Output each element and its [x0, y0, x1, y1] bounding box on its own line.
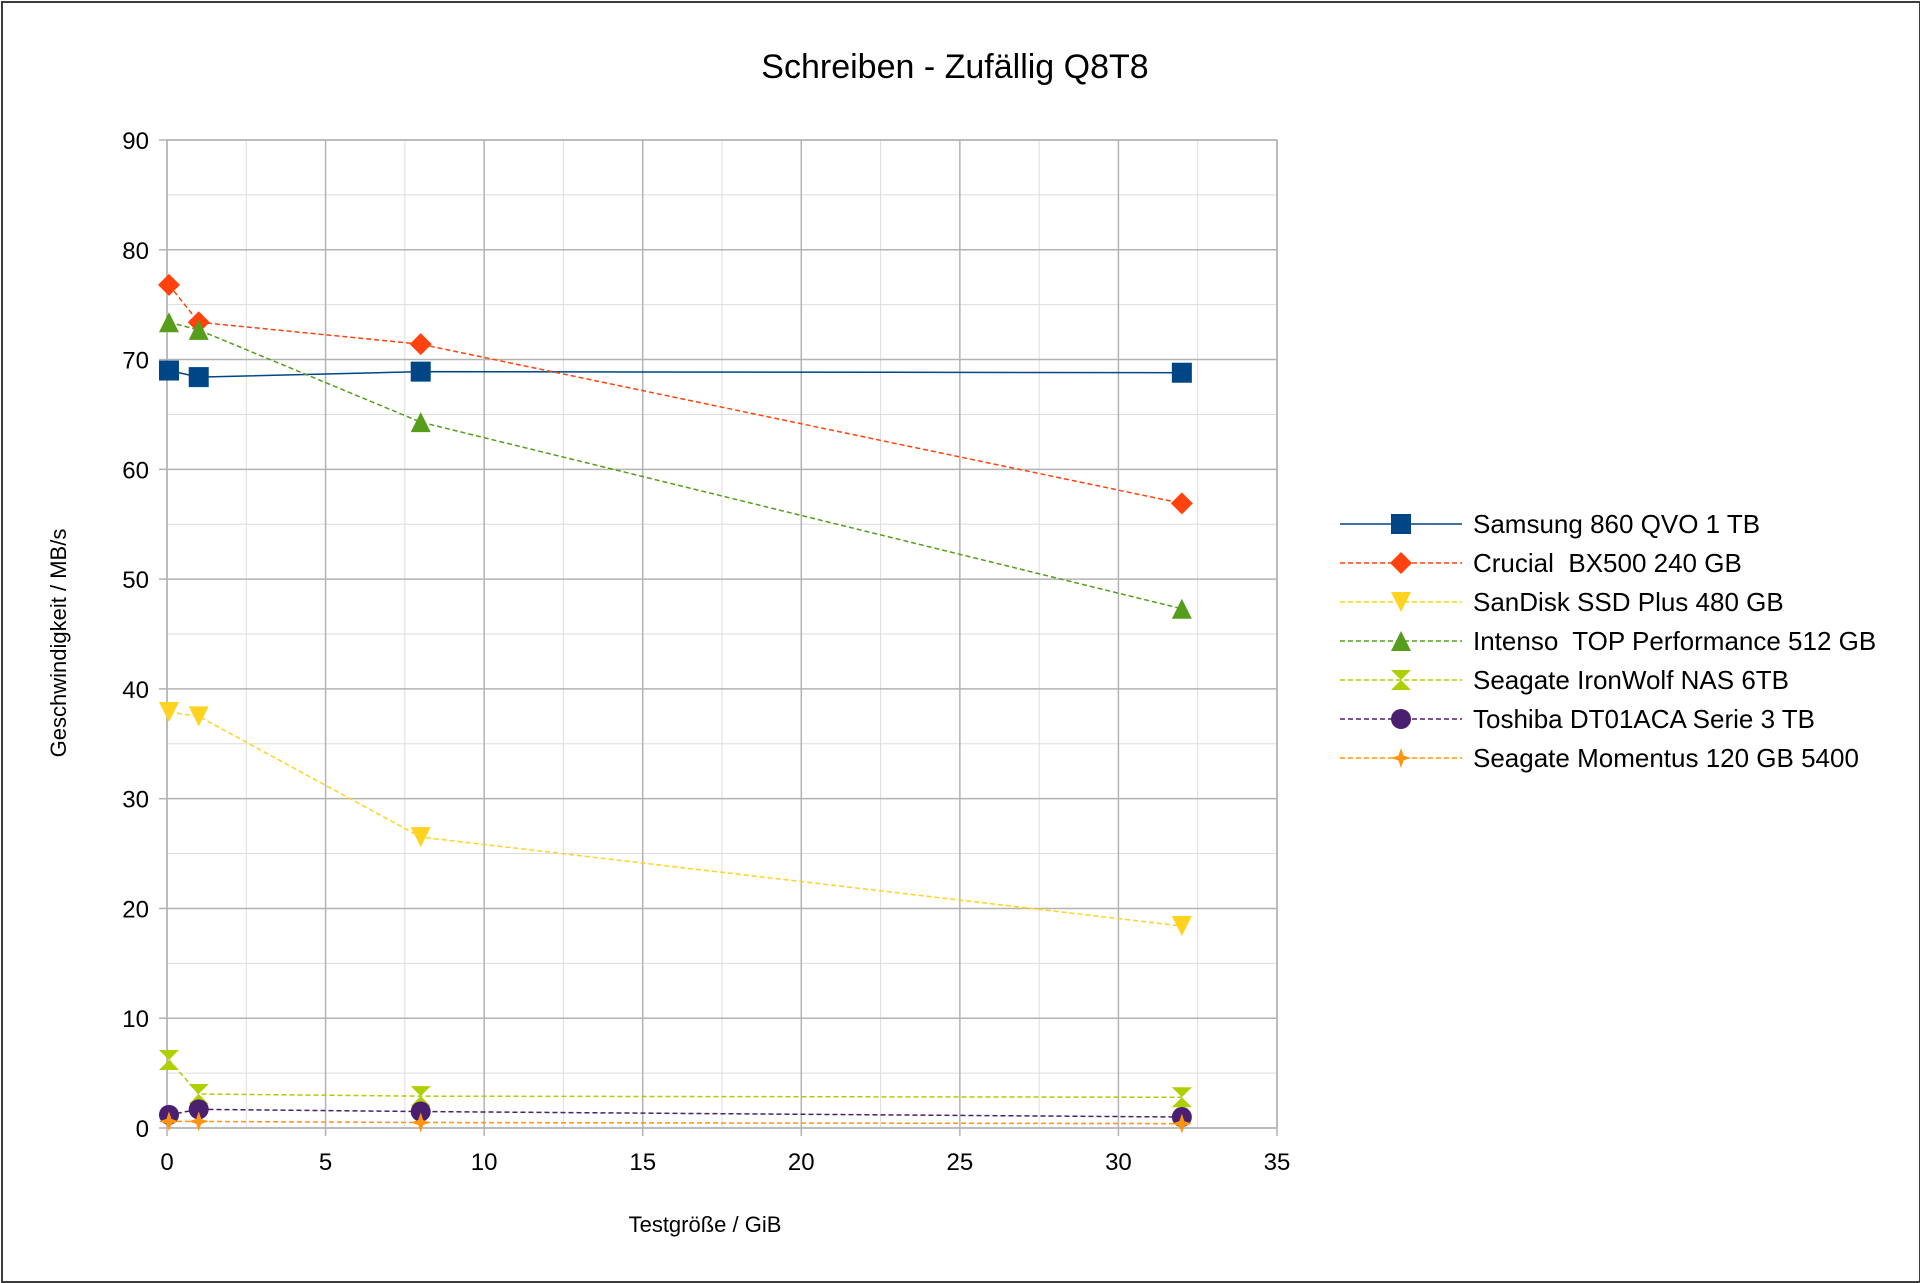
data-point — [410, 1101, 431, 1122]
series-4 — [158, 312, 1192, 619]
y-axis-title: Geschwindigkeit / MB/s — [46, 529, 71, 758]
x-axis-title: Testgröße / GiB — [629, 1212, 782, 1237]
x-tick-label: 15 — [629, 1149, 656, 1176]
x-tick-label: 30 — [1105, 1149, 1132, 1176]
legend-item-3: SanDisk SSD Plus 480 GB — [1340, 587, 1784, 617]
legend-marker — [1391, 709, 1411, 729]
data-point — [188, 1083, 209, 1104]
legend-marker — [1390, 552, 1412, 574]
legend-marker — [1391, 670, 1411, 690]
y-tick-label: 20 — [122, 896, 149, 923]
y-tick-label: 70 — [122, 348, 149, 375]
legend-label: Seagate Momentus 120 GB 5400 — [1473, 743, 1859, 773]
x-tick-label: 0 — [160, 1149, 173, 1176]
y-tick-label: 10 — [122, 1006, 149, 1033]
y-tick-label: 0 — [136, 1116, 149, 1143]
series-line — [168, 1120, 1182, 1125]
y-tick-label: 40 — [122, 677, 149, 704]
data-point — [158, 312, 179, 333]
legend-label: Seagate IronWolf NAS 6TB — [1473, 665, 1789, 695]
data-point — [158, 701, 179, 722]
x-tick-label: 10 — [471, 1149, 498, 1176]
data-point — [1171, 916, 1192, 937]
grid — [166, 139, 1278, 1129]
series-line — [168, 369, 1182, 378]
series-1 — [158, 360, 1192, 388]
data-point — [157, 273, 180, 296]
legend-item-4: Intenso TOP Performance 512 GB — [1340, 626, 1876, 656]
series-7 — [158, 1111, 1192, 1134]
data-point — [410, 361, 431, 382]
legend-item-5: Seagate IronWolf NAS 6TB — [1340, 665, 1789, 695]
data-point — [188, 319, 209, 340]
x-tick-label: 20 — [788, 1149, 815, 1176]
data-point — [158, 1111, 179, 1132]
series-3 — [158, 701, 1192, 937]
legend-item-7: Seagate Momentus 120 GB 5400 — [1340, 743, 1859, 773]
data-point — [188, 367, 209, 388]
axis-ticks: 0 5 10 15 20 25 30 35 0 10 20 30 40 50 60 70 80 90 — [122, 128, 1290, 1176]
data-point — [1171, 1087, 1192, 1108]
data-point — [410, 1112, 431, 1133]
data-point — [188, 1111, 209, 1132]
y-tick-label: 80 — [122, 238, 149, 265]
data-point — [409, 333, 432, 356]
data-point — [1171, 362, 1192, 383]
x-tick-label: 5 — [319, 1149, 332, 1176]
series-5 — [158, 1049, 1192, 1108]
data-point — [1171, 598, 1192, 619]
y-tick-label: 30 — [122, 787, 149, 814]
legend-label: SanDisk SSD Plus 480 GB — [1473, 587, 1784, 617]
series-line — [168, 1108, 1182, 1118]
x-tick-label: 25 — [947, 1149, 974, 1176]
legend-marker — [1391, 514, 1411, 534]
series-line — [168, 1059, 1182, 1099]
y-tick-label: 90 — [122, 128, 149, 155]
series-line — [168, 284, 1183, 505]
legend-marker — [1391, 631, 1411, 651]
data-point — [1171, 1113, 1192, 1134]
legend-label: Crucial BX500 240 GB — [1473, 548, 1742, 578]
data-point — [410, 1086, 431, 1107]
data-point — [188, 1099, 209, 1120]
legend-label: Intenso TOP Performance 512 GB — [1473, 626, 1876, 656]
series-group — [157, 273, 1193, 1134]
data-point — [410, 827, 431, 848]
legend-label: Samsung 860 QVO 1 TB — [1473, 509, 1760, 539]
legend-item-2: Crucial BX500 240 GB — [1340, 548, 1742, 578]
legend-marker — [1391, 748, 1411, 768]
legend-item-6: Toshiba DT01ACA Serie 3 TB — [1340, 704, 1815, 734]
series-2 — [157, 273, 1193, 515]
data-point — [1170, 492, 1193, 515]
data-point — [158, 360, 179, 381]
chart-title: Schreiben - Zufällig Q8T8 — [761, 48, 1148, 86]
y-tick-label: 60 — [122, 457, 149, 484]
plot-area — [166, 139, 1278, 1129]
data-point — [410, 412, 431, 433]
legend-label: Toshiba DT01ACA Serie 3 TB — [1473, 704, 1815, 734]
x-tick-label: 35 — [1264, 1149, 1291, 1176]
data-point — [188, 706, 209, 727]
series-line — [168, 321, 1183, 610]
data-point — [158, 1049, 179, 1070]
legend-item-1: Samsung 860 QVO 1 TB — [1340, 509, 1760, 539]
y-tick-label: 50 — [122, 567, 149, 594]
series-line — [168, 711, 1182, 927]
legend-marker — [1391, 592, 1411, 612]
legend: Samsung 860 QVO 1 TB Crucial BX500 240 GB… — [1340, 509, 1876, 773]
